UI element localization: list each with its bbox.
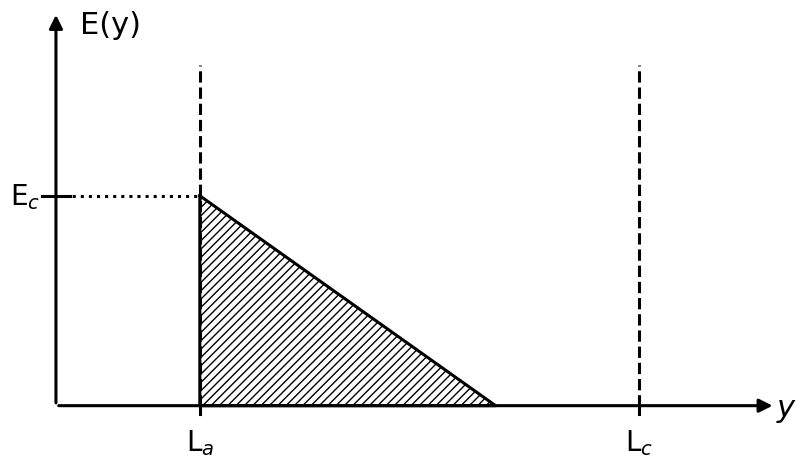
Text: L$_c$: L$_c$ — [626, 428, 654, 457]
Text: E$_c$: E$_c$ — [10, 181, 40, 211]
Text: L$_a$: L$_a$ — [186, 428, 214, 457]
Text: E(y): E(y) — [80, 11, 141, 40]
Text: y: y — [777, 393, 795, 422]
